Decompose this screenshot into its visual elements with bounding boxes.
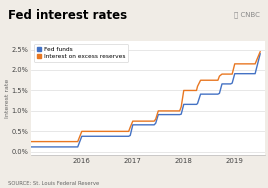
Text: Fed interest rates: Fed interest rates	[8, 8, 127, 22]
Y-axis label: Interest rate: Interest rate	[5, 79, 10, 118]
Text: ⌕ CNBC: ⌕ CNBC	[234, 12, 260, 18]
Text: SOURCE: St. Louis Federal Reserve: SOURCE: St. Louis Federal Reserve	[8, 181, 99, 186]
Legend: Fed funds, Interest on excess reserves: Fed funds, Interest on excess reserves	[34, 44, 128, 62]
